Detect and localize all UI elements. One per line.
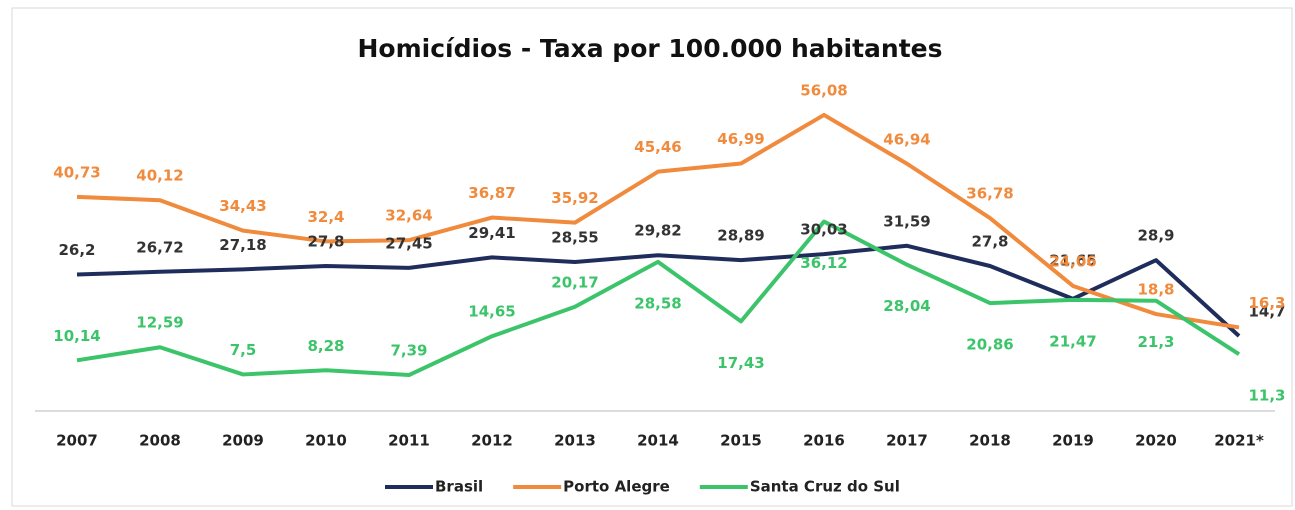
series-line bbox=[76, 243, 1241, 338]
data-label: 17,43 bbox=[717, 354, 764, 372]
x-tick-label: 2011 bbox=[388, 432, 430, 450]
x-tick-label: 2014 bbox=[637, 432, 679, 450]
x-tick-label: 2018 bbox=[969, 432, 1011, 450]
data-label: 36,78 bbox=[966, 185, 1013, 203]
data-label: 40,73 bbox=[53, 163, 100, 181]
x-tick-label: 2012 bbox=[471, 432, 513, 450]
x-tick-label: 2017 bbox=[886, 432, 928, 450]
data-label: 56,08 bbox=[800, 81, 847, 99]
data-label: 28,58 bbox=[634, 294, 681, 312]
data-label: 7,5 bbox=[230, 341, 257, 359]
data-label: 10,14 bbox=[53, 327, 100, 345]
data-label: 21,65 bbox=[1049, 251, 1096, 269]
x-tick-label: 2021* bbox=[1214, 432, 1264, 450]
chart-title: Homicídios - Taxa por 100.000 habitantes bbox=[357, 34, 942, 63]
data-label: 34,43 bbox=[219, 197, 266, 215]
data-label: 12,59 bbox=[136, 314, 183, 332]
data-label: 36,87 bbox=[468, 184, 515, 202]
data-label: 26,72 bbox=[136, 238, 183, 256]
data-label: 29,82 bbox=[634, 222, 681, 240]
data-label: 8,28 bbox=[307, 337, 344, 355]
data-label: 21,47 bbox=[1049, 332, 1096, 350]
x-tick-label: 2010 bbox=[305, 432, 347, 450]
data-label: 46,94 bbox=[883, 130, 930, 148]
data-label: 16,3 bbox=[1248, 294, 1285, 312]
data-label: 7,39 bbox=[390, 342, 427, 360]
data-label: 30,03 bbox=[800, 221, 847, 239]
series-line bbox=[76, 112, 1240, 330]
data-label: 28,89 bbox=[717, 227, 764, 245]
data-label: 28,55 bbox=[551, 228, 598, 246]
legend-label: Santa Cruz do Sul bbox=[750, 478, 900, 496]
data-label: 14,65 bbox=[468, 303, 515, 321]
data-label: 18,8 bbox=[1137, 281, 1174, 299]
data-label: 29,41 bbox=[468, 224, 515, 242]
data-label: 20,17 bbox=[551, 273, 598, 291]
data-label: 11,3 bbox=[1248, 387, 1285, 405]
data-label: 27,45 bbox=[385, 234, 432, 252]
legend-label: Brasil bbox=[435, 478, 483, 496]
data-label: 27,8 bbox=[971, 233, 1008, 251]
data-label: 31,59 bbox=[883, 212, 930, 230]
data-label: 24,06 bbox=[1049, 252, 1096, 270]
data-label: 20,86 bbox=[966, 336, 1013, 354]
data-label: 32,4 bbox=[307, 208, 344, 226]
x-tick-label: 2019 bbox=[1052, 432, 1094, 450]
data-label: 36,12 bbox=[800, 254, 847, 272]
data-label: 28,9 bbox=[1137, 227, 1174, 245]
data-label: 27,8 bbox=[307, 233, 344, 251]
x-tick-label: 2008 bbox=[139, 432, 181, 450]
x-tick-label: 2015 bbox=[720, 432, 762, 450]
x-tick-label: 2009 bbox=[222, 432, 264, 450]
legend-label: Porto Alegre bbox=[563, 478, 670, 496]
x-tick-label: 2007 bbox=[56, 432, 98, 450]
x-tick-label: 2016 bbox=[803, 432, 845, 450]
data-label: 35,92 bbox=[551, 189, 598, 207]
x-tick-label: 2013 bbox=[554, 432, 596, 450]
data-label: 40,12 bbox=[136, 167, 183, 185]
data-label: 27,18 bbox=[219, 236, 266, 254]
data-label: 14,7 bbox=[1248, 302, 1285, 320]
data-label: 26,2 bbox=[58, 241, 95, 259]
series-line bbox=[76, 219, 1241, 378]
data-label: 45,46 bbox=[634, 138, 681, 156]
data-label: 21,3 bbox=[1137, 333, 1174, 351]
x-tick-label: 2020 bbox=[1135, 432, 1177, 450]
data-label: 28,04 bbox=[883, 297, 930, 315]
data-label: 32,64 bbox=[385, 207, 432, 225]
data-label: 46,99 bbox=[717, 130, 764, 148]
